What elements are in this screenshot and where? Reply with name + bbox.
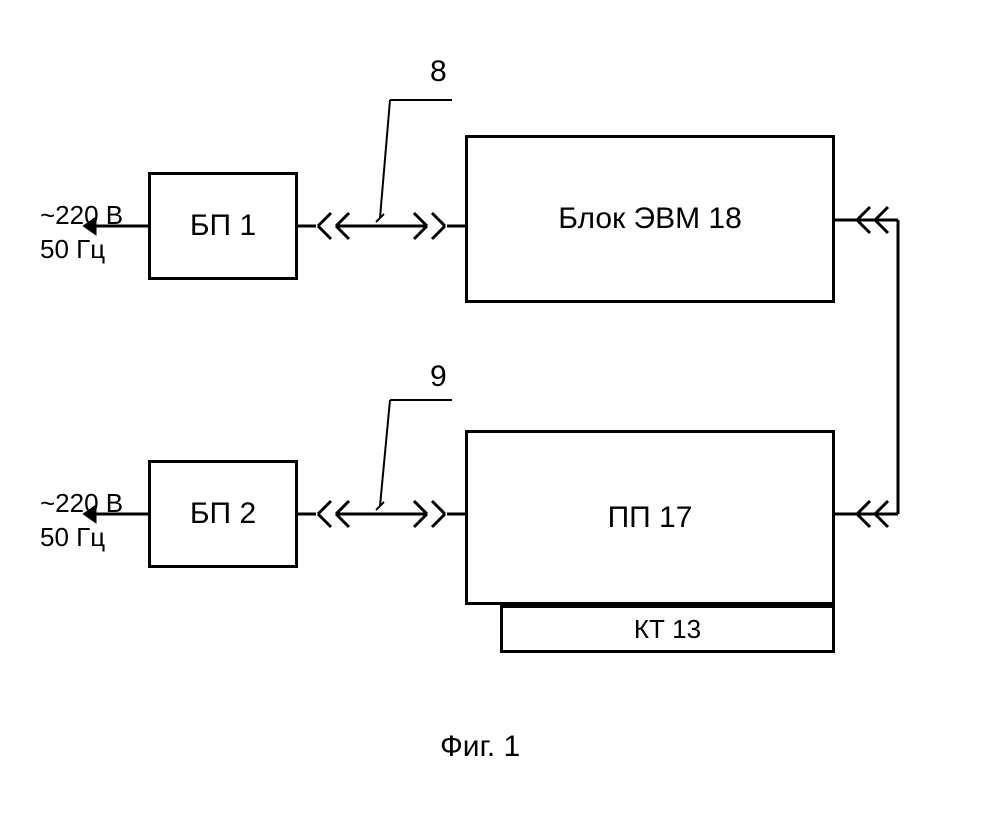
block-bp1: БП 1 [148, 172, 298, 280]
figure-caption: Фиг. 1 [440, 730, 520, 764]
block-bp2-label: БП 2 [190, 497, 256, 531]
power1-line1: ~220 В [40, 200, 123, 231]
power2-line2: 50 Гц [40, 522, 105, 553]
block-bp2: БП 2 [148, 460, 298, 568]
power2-line1: ~220 В [40, 488, 123, 519]
block-bp1-label: БП 1 [190, 209, 256, 243]
block-kt-label: КТ 13 [634, 614, 701, 645]
callout-9-label: 9 [430, 360, 447, 394]
block-pp-label: ПП 17 [608, 501, 693, 535]
diagram-stage: БП 1 Блок ЭВМ 18 БП 2 ПП 17 КТ 13 ~220 В… [0, 0, 1000, 815]
block-kt: КТ 13 [500, 605, 835, 653]
connector-overlay [0, 0, 1000, 815]
power1-line2: 50 Гц [40, 234, 105, 265]
callout-8-label: 8 [430, 55, 447, 89]
block-evm-label: Блок ЭВМ 18 [558, 202, 742, 236]
block-pp: ПП 17 [465, 430, 835, 605]
block-evm: Блок ЭВМ 18 [465, 135, 835, 303]
